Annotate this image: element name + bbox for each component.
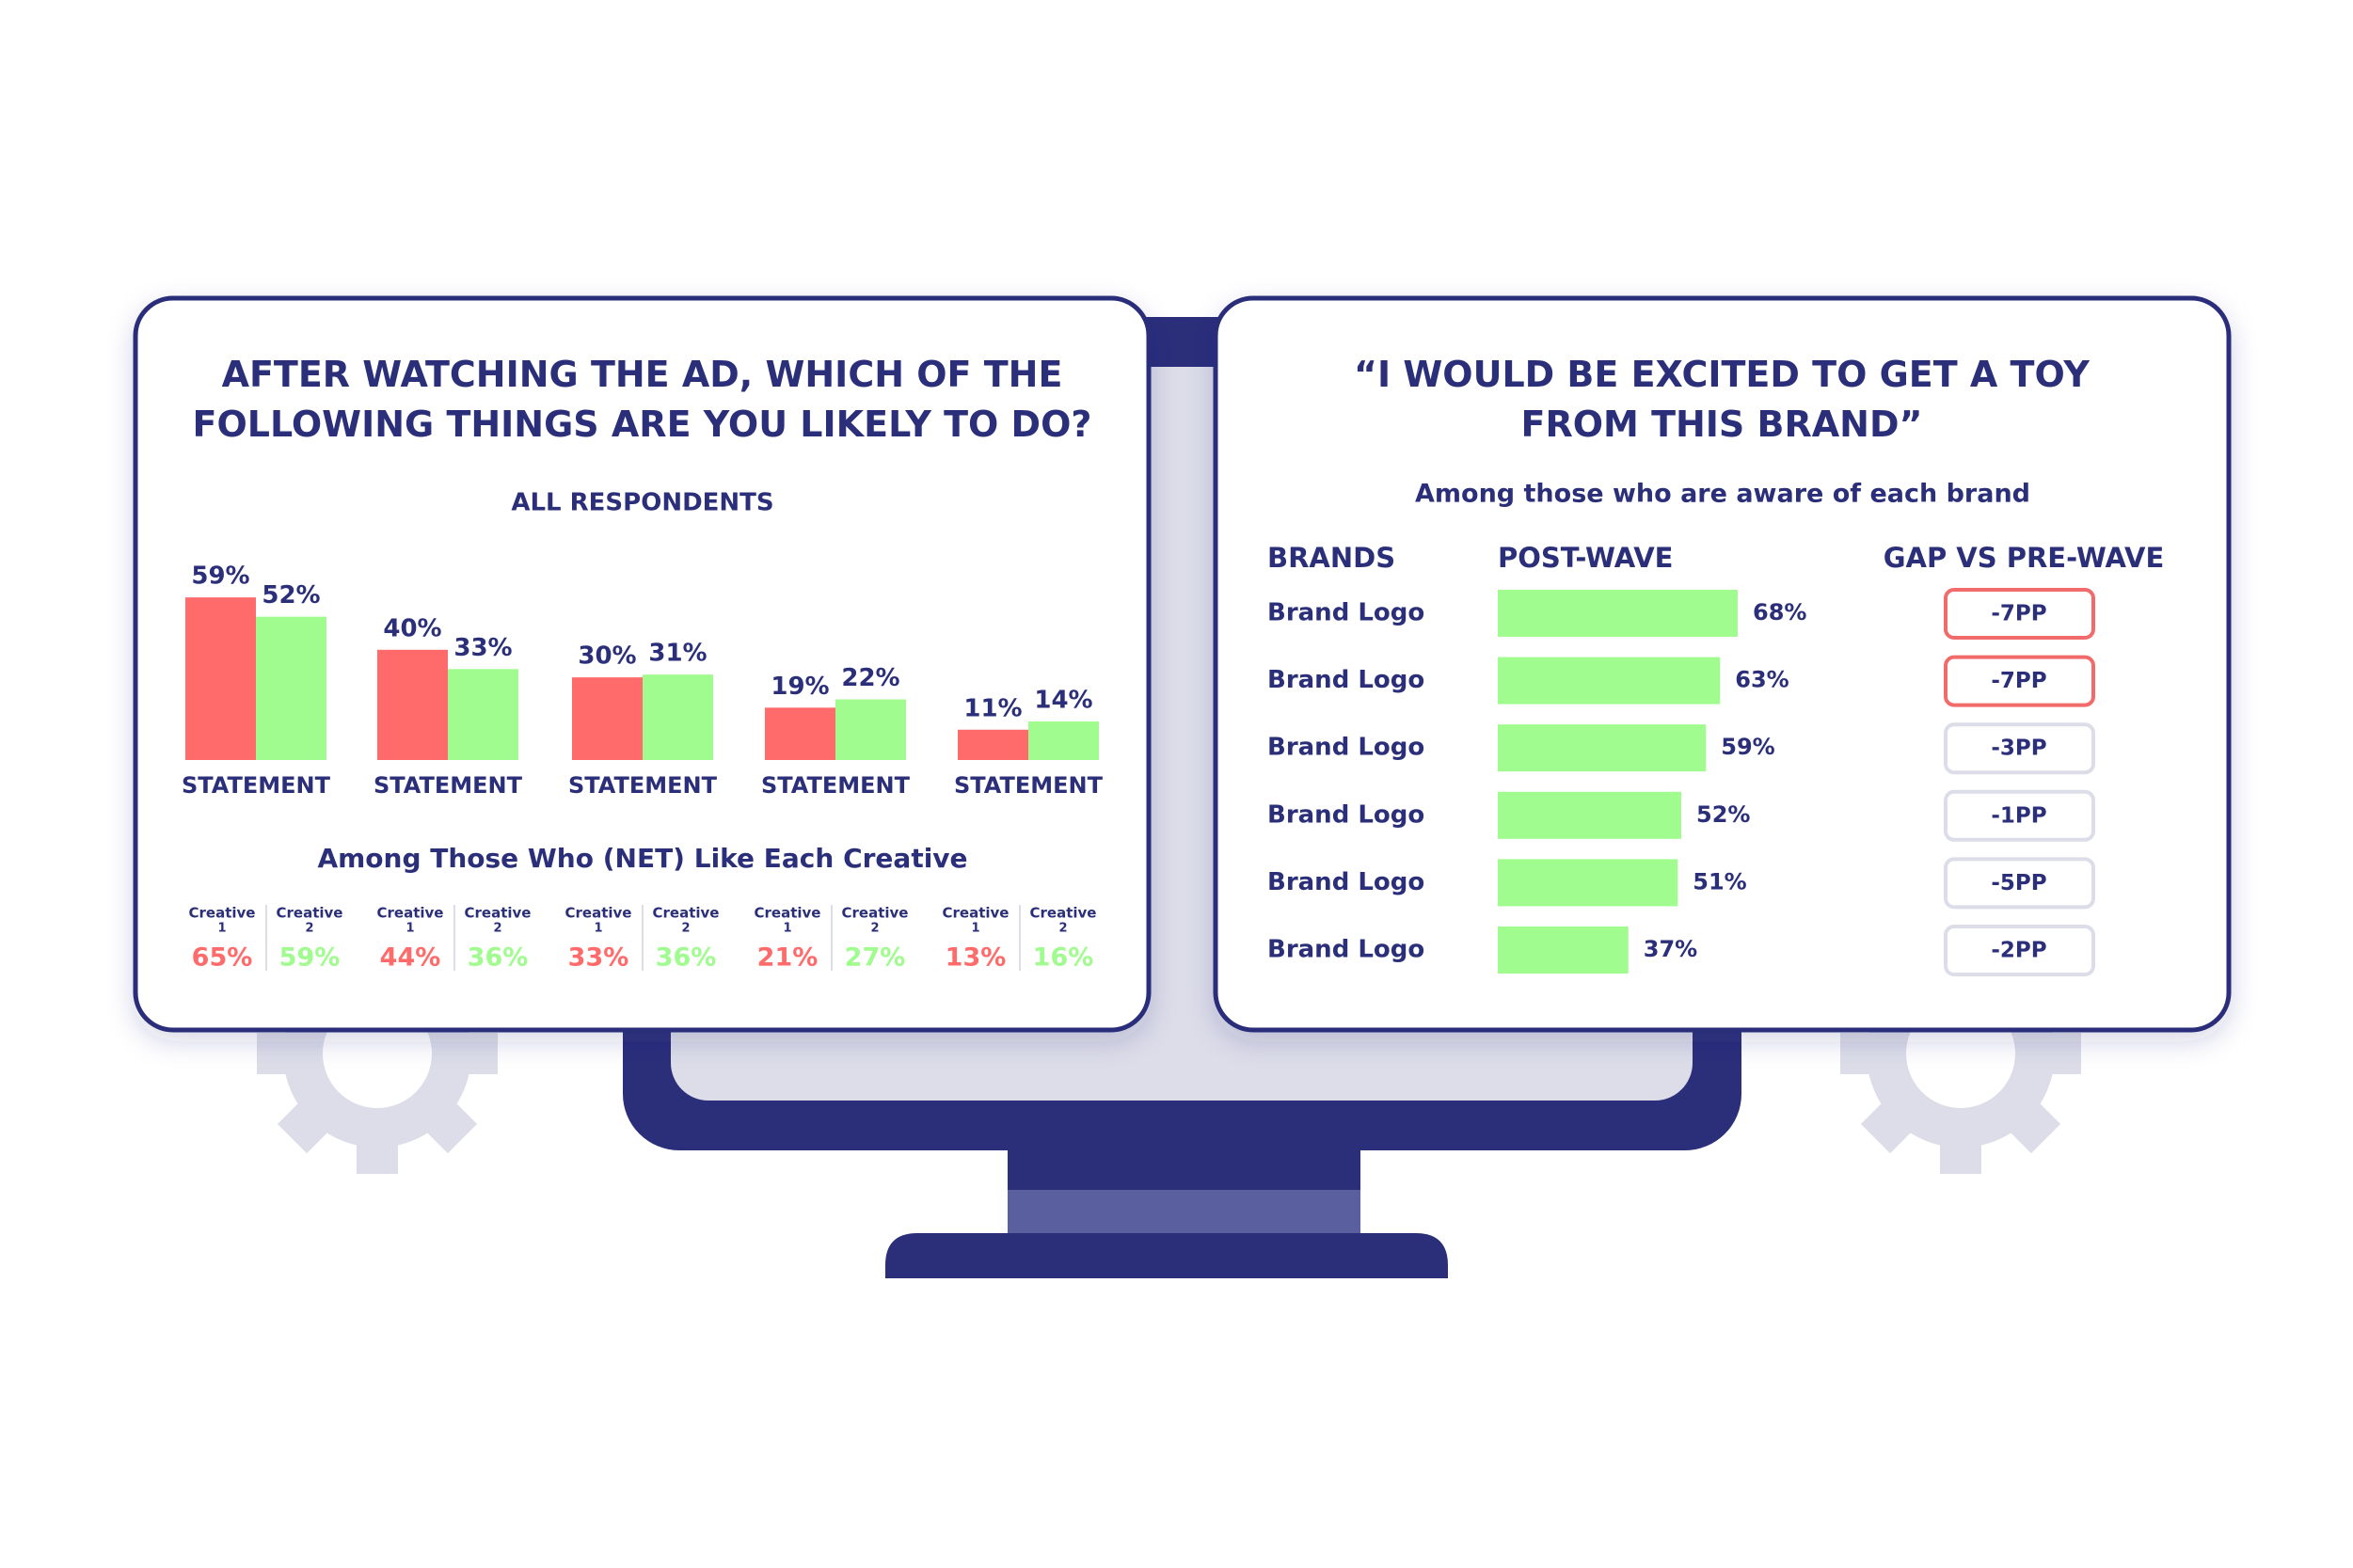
column-label: Creative [1030, 905, 1097, 922]
value-label: 52% [1696, 801, 1750, 828]
column-label: Creative [377, 905, 444, 922]
column-label: Creative [277, 905, 343, 922]
table-value: 13% [946, 943, 1007, 973]
bar [185, 597, 256, 760]
bar [1498, 724, 1707, 772]
column-number: 2 [681, 922, 690, 936]
category-label: Brand Logo [1267, 599, 1424, 627]
bar [1498, 590, 1738, 637]
column-number: 2 [1058, 922, 1067, 936]
table-value: 16% [1033, 943, 1094, 973]
column-label: Creative [842, 905, 909, 922]
table-title: Among Those Who (NET) Like Each Creative [317, 843, 967, 874]
column-header: POST-WAVE [1498, 542, 1673, 574]
category-label: Brand Logo [1267, 666, 1424, 694]
bar [643, 674, 713, 760]
column-label: Creative [565, 905, 632, 922]
value-label: 40% [383, 614, 441, 642]
column-label: Creative [653, 905, 720, 922]
gap-label: -2PP [1991, 939, 2046, 963]
column-label: Creative [465, 905, 532, 922]
x-tick-label: STATEMENT [954, 772, 1104, 799]
column-number: 1 [405, 922, 414, 936]
gap-box [1944, 789, 2095, 842]
x-tick-label: STATEMENT [182, 772, 331, 799]
table-value: 36% [656, 943, 717, 973]
gap-box [1944, 655, 2095, 707]
column-header: GAP VS PRE-WAVE [1884, 542, 2165, 574]
x-tick-label: STATEMENT [568, 772, 718, 799]
bar [1498, 927, 1629, 974]
bar [1498, 657, 1721, 705]
category-label: Brand Logo [1267, 734, 1424, 762]
value-label: 37% [1644, 936, 1697, 962]
value-label: 14% [1034, 686, 1092, 714]
gap-box [1944, 722, 2095, 775]
table-value: 21% [757, 943, 819, 973]
value-label: 30% [578, 642, 636, 671]
column-header: BRANDS [1267, 542, 1395, 574]
value-label: 59% [191, 562, 249, 591]
gap-box [1944, 588, 2095, 640]
gap-label: -5PP [1991, 871, 2046, 895]
table-value: 59% [279, 943, 341, 973]
column-number: 2 [305, 922, 313, 936]
gap-label: -3PP [1991, 736, 2046, 761]
value-label: 51% [1693, 868, 1746, 895]
table-value: 44% [380, 943, 441, 973]
value-label: 59% [1721, 734, 1774, 760]
column-label: Creative [943, 905, 1010, 922]
bar [1028, 721, 1099, 760]
card [1213, 295, 2232, 1033]
value-label: 19% [771, 673, 829, 701]
category-label: Brand Logo [1267, 868, 1424, 896]
bar [256, 616, 326, 760]
column-number: 1 [971, 922, 979, 936]
category-label: Brand Logo [1267, 800, 1424, 829]
column-label: Creative [755, 905, 821, 922]
table-value: 27% [845, 943, 906, 973]
bar [1498, 859, 1678, 907]
value-label: 22% [841, 664, 899, 692]
value-label: 31% [648, 640, 707, 668]
bar [958, 729, 1028, 760]
value-label: 33% [453, 634, 512, 662]
column-number: 2 [493, 922, 501, 936]
column-number: 1 [217, 922, 226, 936]
value-label: 68% [1753, 599, 1806, 626]
column-number: 1 [783, 922, 791, 936]
bar [448, 669, 518, 760]
gap-box [1944, 925, 2095, 976]
gap-label: -1PP [1991, 803, 2046, 828]
column-number: 2 [870, 922, 879, 936]
chart-title: AFTER WATCHING THE AD, WHICH OF THE FOLL… [192, 354, 1092, 445]
gap-box [1944, 857, 2095, 910]
table-value: 65% [192, 943, 253, 973]
category-label: Brand Logo [1267, 936, 1424, 964]
x-tick-label: STATEMENT [374, 772, 523, 799]
column-number: 1 [594, 922, 602, 936]
table-value: 36% [468, 943, 529, 973]
chart-title: “I WOULD BE EXCITED TO GET A TOY FROM TH… [1354, 354, 2090, 445]
column-label: Creative [189, 905, 256, 922]
value-label: 11% [963, 694, 1022, 722]
table-value: 33% [568, 943, 629, 973]
gap-label: -7PP [1991, 602, 2046, 626]
bar [572, 677, 643, 760]
bar [835, 699, 906, 760]
chart-subtitle: Among those who are aware of each brand [1415, 480, 2030, 509]
value-label: 63% [1735, 667, 1789, 693]
bar [1498, 791, 1681, 839]
card [133, 295, 1152, 1033]
x-tick-label: STATEMENT [761, 772, 911, 799]
bar [377, 649, 448, 760]
gap-label: -7PP [1991, 669, 2046, 693]
chart-subtitle: ALL RESPONDENTS [511, 489, 773, 517]
bar [765, 707, 835, 760]
value-label: 52% [262, 581, 320, 610]
